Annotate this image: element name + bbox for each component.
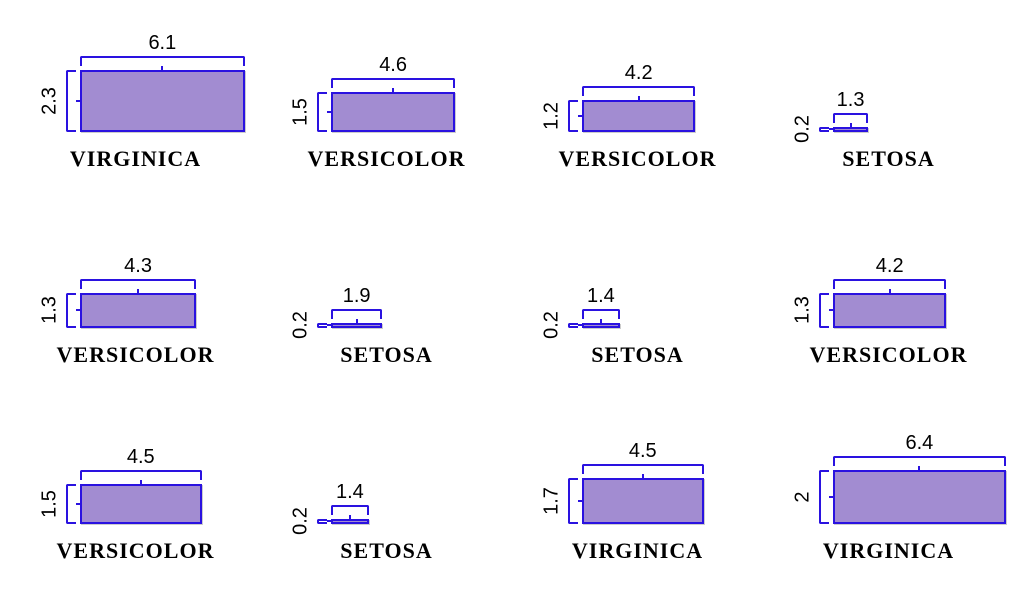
petal-area: 4.3 1.3 (20, 226, 251, 336)
width-value: 1.4 (587, 285, 615, 308)
width-value: 4.2 (876, 255, 904, 278)
petal-cell: 1.4 0.2 SETOSA (271, 422, 502, 588)
width-value: 4.2 (625, 62, 653, 85)
height-bracket (819, 293, 829, 328)
height-value: 1.7 (541, 487, 564, 515)
height-bracket (66, 484, 76, 525)
petal-cell: 4.3 1.3 VERSICOLOR (20, 226, 251, 392)
height-bracket (568, 323, 578, 328)
petal-area: 6.42 (773, 422, 1004, 532)
petal-area: 1.9 0.2 (271, 226, 502, 336)
width-value: 1.3 (837, 89, 865, 112)
species-label: VERSICOLOR (559, 146, 717, 172)
petal-rect (80, 293, 196, 328)
width-bracket (331, 505, 369, 515)
width-bracket (331, 78, 455, 88)
width-bracket (80, 56, 245, 66)
small-multiples-grid: 6.1 2.3 VIRGINICA 4.6 1.5 VERSICOLOR 4.2 1.2 VER… (0, 0, 1024, 608)
species-label: VIRGINICA (70, 146, 201, 172)
petal-area: 6.1 2.3 (20, 30, 251, 140)
width-value: 4.5 (629, 440, 657, 463)
petal-area: 1.4 0.2 (522, 226, 753, 336)
petal-cell: 6.42VIRGINICA (773, 422, 1004, 588)
species-label: SETOSA (591, 342, 683, 368)
height-bracket (819, 127, 829, 132)
height-bracket (317, 519, 327, 524)
height-bracket (317, 323, 327, 328)
height-bracket (66, 70, 76, 132)
species-label: VERSICOLOR (810, 342, 968, 368)
width-value: 4.3 (124, 255, 152, 278)
species-label: VERSICOLOR (57, 538, 215, 564)
height-value: 1.3 (792, 297, 815, 325)
width-bracket (80, 279, 196, 289)
width-value: 4.6 (379, 54, 407, 77)
petal-cell: 4.6 1.5 VERSICOLOR (271, 30, 502, 196)
species-label: SETOSA (340, 538, 432, 564)
height-value: 0.2 (290, 311, 313, 339)
width-value: 1.9 (343, 285, 371, 308)
species-label: VIRGINICA (823, 538, 954, 564)
height-value: 1.5 (39, 490, 62, 518)
height-value: 2 (792, 491, 815, 502)
petal-cell: 6.1 2.3 VIRGINICA (20, 30, 251, 196)
petal-cell: 1.9 0.2 SETOSA (271, 226, 502, 392)
petal-area: 4.5 1.5 (20, 422, 251, 532)
petal-area: 4.5 1.7 (522, 422, 753, 532)
petal-cell: 4.2 1.2 VERSICOLOR (522, 30, 753, 196)
height-bracket (568, 100, 578, 132)
petal-rect (80, 70, 245, 132)
petal-rect (582, 100, 695, 132)
width-bracket (582, 309, 620, 319)
petal-rect (582, 478, 704, 524)
petal-cell: 1.3 0.2 SETOSA (773, 30, 1004, 196)
width-bracket (833, 279, 946, 289)
width-bracket (833, 113, 868, 123)
height-value: 1.5 (290, 98, 313, 126)
species-label: SETOSA (842, 146, 934, 172)
species-label: SETOSA (340, 342, 432, 368)
species-label: VIRGINICA (572, 538, 703, 564)
width-bracket (80, 470, 202, 480)
petal-cell: 4.5 1.7 VIRGINICA (522, 422, 753, 588)
height-bracket (568, 478, 578, 524)
petal-area: 1.4 0.2 (271, 422, 502, 532)
height-value: 2.3 (39, 87, 62, 115)
height-value: 1.2 (541, 102, 564, 130)
petal-cell: 1.4 0.2 SETOSA (522, 226, 753, 392)
petal-cell: 4.2 1.3 VERSICOLOR (773, 226, 1004, 392)
width-value: 4.5 (127, 446, 155, 469)
petal-cell: 4.5 1.5 VERSICOLOR (20, 422, 251, 588)
height-bracket (66, 293, 76, 328)
width-value: 1.4 (336, 481, 364, 504)
height-bracket (819, 470, 829, 524)
height-bracket (317, 92, 327, 133)
petal-rect (80, 484, 202, 525)
height-value: 0.2 (541, 311, 564, 339)
petal-rect (833, 470, 1006, 524)
width-bracket (582, 464, 704, 474)
height-value: 0.2 (290, 507, 313, 535)
petal-area: 4.2 1.3 (773, 226, 1004, 336)
height-value: 1.3 (39, 297, 62, 325)
width-value: 6.4 (905, 432, 933, 455)
petal-area: 4.6 1.5 (271, 30, 502, 140)
height-value: 0.2 (792, 115, 815, 143)
width-bracket (582, 86, 695, 96)
petal-area: 4.2 1.2 (522, 30, 753, 140)
species-label: VERSICOLOR (57, 342, 215, 368)
width-value: 6.1 (148, 32, 176, 55)
petal-rect (331, 92, 455, 133)
petal-rect (833, 293, 946, 328)
species-label: VERSICOLOR (308, 146, 466, 172)
width-bracket (331, 309, 382, 319)
width-bracket (833, 456, 1006, 466)
petal-area: 1.3 0.2 (773, 30, 1004, 140)
